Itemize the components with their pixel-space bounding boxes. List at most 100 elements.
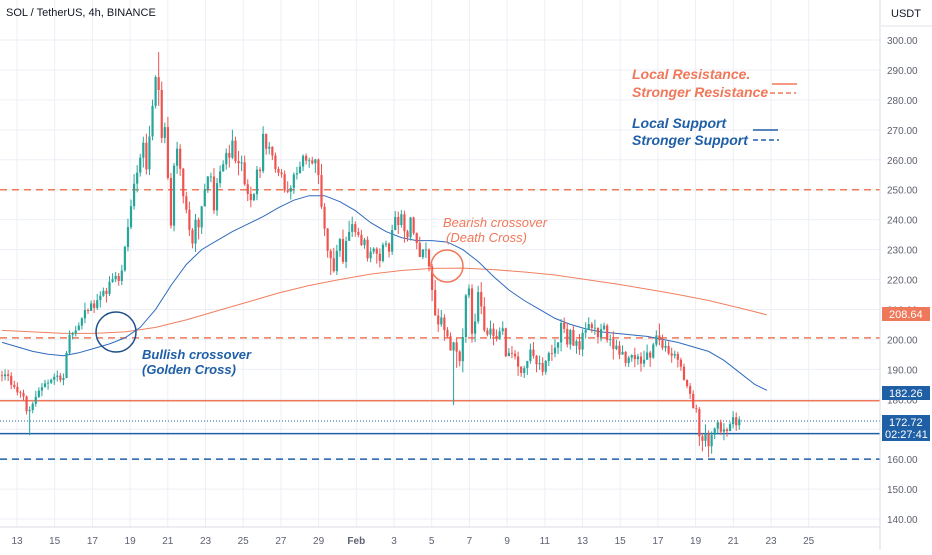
candle-body <box>341 239 345 262</box>
candle-body <box>732 417 735 425</box>
candle <box>237 151 240 176</box>
candle <box>538 355 541 370</box>
candle <box>289 185 292 200</box>
candle <box>667 341 670 356</box>
candle-body <box>689 386 692 394</box>
candle-body <box>452 342 455 351</box>
candle <box>550 344 553 361</box>
candle-body <box>317 159 320 176</box>
candle-body <box>547 353 550 361</box>
candle <box>510 345 514 359</box>
candle-body <box>283 174 286 191</box>
candle-body <box>455 342 458 352</box>
candle-body <box>292 174 295 188</box>
y-tick-label: 270.00 <box>887 126 918 137</box>
candle-body <box>255 169 259 195</box>
candle <box>225 148 228 170</box>
candle-body <box>504 328 507 357</box>
candle <box>415 232 418 250</box>
candle-body <box>154 77 157 106</box>
golden-cross-circle <box>95 311 137 353</box>
candle-body <box>449 336 452 351</box>
candle <box>682 363 686 381</box>
candle <box>83 302 87 324</box>
candle-body <box>357 231 360 235</box>
candle <box>467 284 471 299</box>
candle <box>603 322 606 331</box>
candle-body <box>403 214 406 232</box>
candle <box>360 230 363 246</box>
currency-label: USDT <box>891 8 921 20</box>
moving-averages <box>1 195 768 391</box>
candle <box>633 347 636 368</box>
candle-body <box>695 408 698 410</box>
candle <box>194 213 197 252</box>
candle <box>50 378 53 384</box>
candle-body <box>105 290 108 294</box>
candle-body <box>203 189 206 207</box>
candle <box>298 161 302 174</box>
candle-body <box>599 329 603 338</box>
candle <box>212 168 216 214</box>
candle-body <box>50 379 53 383</box>
candle <box>719 419 722 435</box>
candle <box>375 247 378 264</box>
candle <box>489 320 492 339</box>
candle <box>440 310 443 327</box>
candle-body <box>492 328 495 337</box>
candle <box>363 237 366 249</box>
x-tick-label: 25 <box>803 536 815 547</box>
candle <box>277 166 280 177</box>
candle-body <box>434 289 437 316</box>
candle-body <box>148 136 151 170</box>
legend-local-support: Local Support <box>632 115 727 131</box>
candle-body <box>418 242 421 258</box>
candle-body <box>176 148 179 166</box>
candle <box>295 166 299 180</box>
candle-body <box>692 393 695 409</box>
candle <box>670 347 673 363</box>
candle <box>338 237 342 257</box>
bullish-annotation-line2: (Golden Cross) <box>142 362 236 377</box>
candle-body <box>646 352 649 360</box>
candle <box>495 329 498 342</box>
candle-body <box>86 310 90 311</box>
candle <box>535 354 538 373</box>
candle-body <box>298 166 302 174</box>
candle <box>556 342 560 355</box>
candle-body <box>252 194 256 201</box>
candle <box>74 325 77 337</box>
candle-body <box>305 155 308 161</box>
candle-body <box>430 266 434 290</box>
candle-body <box>480 292 483 307</box>
candle <box>53 373 56 385</box>
candle <box>403 210 406 243</box>
candle <box>483 297 486 333</box>
candle-body <box>46 382 50 384</box>
candle <box>351 216 354 237</box>
x-tick-label: 17 <box>652 536 664 547</box>
candle-body <box>139 157 142 173</box>
candle <box>222 160 225 172</box>
candle <box>13 380 16 390</box>
candle <box>148 125 151 176</box>
y-tick-label: 240.00 <box>887 216 918 227</box>
candle <box>172 163 176 232</box>
candle <box>532 342 535 359</box>
ma-fast-line <box>1 195 768 391</box>
candle-body <box>421 249 424 258</box>
candle-body <box>59 375 62 381</box>
candle <box>341 229 345 264</box>
candle-body <box>553 347 557 354</box>
candle-body <box>575 341 578 346</box>
candle <box>716 419 719 434</box>
candle <box>326 228 329 258</box>
ma-slow-tag-value: 208.64 <box>889 309 923 321</box>
candle <box>344 236 348 269</box>
candle <box>547 351 550 367</box>
candle-body <box>182 168 185 197</box>
candle-body <box>682 366 686 380</box>
candle <box>581 329 584 357</box>
candle <box>86 308 90 314</box>
